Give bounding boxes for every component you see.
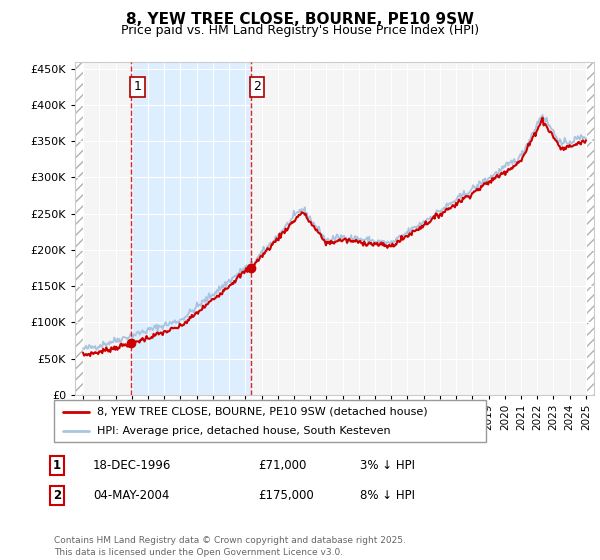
Text: 1: 1 <box>134 81 142 94</box>
Text: £71,000: £71,000 <box>258 459 307 473</box>
Text: 1: 1 <box>53 459 61 473</box>
Text: £175,000: £175,000 <box>258 489 314 502</box>
Text: 04-MAY-2004: 04-MAY-2004 <box>93 489 169 502</box>
Bar <box>131 62 251 395</box>
Text: 2: 2 <box>53 489 61 502</box>
Text: 8, YEW TREE CLOSE, BOURNE, PE10 9SW (detached house): 8, YEW TREE CLOSE, BOURNE, PE10 9SW (det… <box>97 407 428 417</box>
Text: 2: 2 <box>253 81 261 94</box>
Text: 18-DEC-1996: 18-DEC-1996 <box>93 459 172 473</box>
Text: 8% ↓ HPI: 8% ↓ HPI <box>360 489 415 502</box>
Text: Price paid vs. HM Land Registry's House Price Index (HPI): Price paid vs. HM Land Registry's House … <box>121 24 479 37</box>
Text: HPI: Average price, detached house, South Kesteven: HPI: Average price, detached house, Sout… <box>97 426 391 436</box>
Text: 3% ↓ HPI: 3% ↓ HPI <box>360 459 415 473</box>
Text: Contains HM Land Registry data © Crown copyright and database right 2025.
This d: Contains HM Land Registry data © Crown c… <box>54 536 406 557</box>
Text: 8, YEW TREE CLOSE, BOURNE, PE10 9SW: 8, YEW TREE CLOSE, BOURNE, PE10 9SW <box>126 12 474 27</box>
